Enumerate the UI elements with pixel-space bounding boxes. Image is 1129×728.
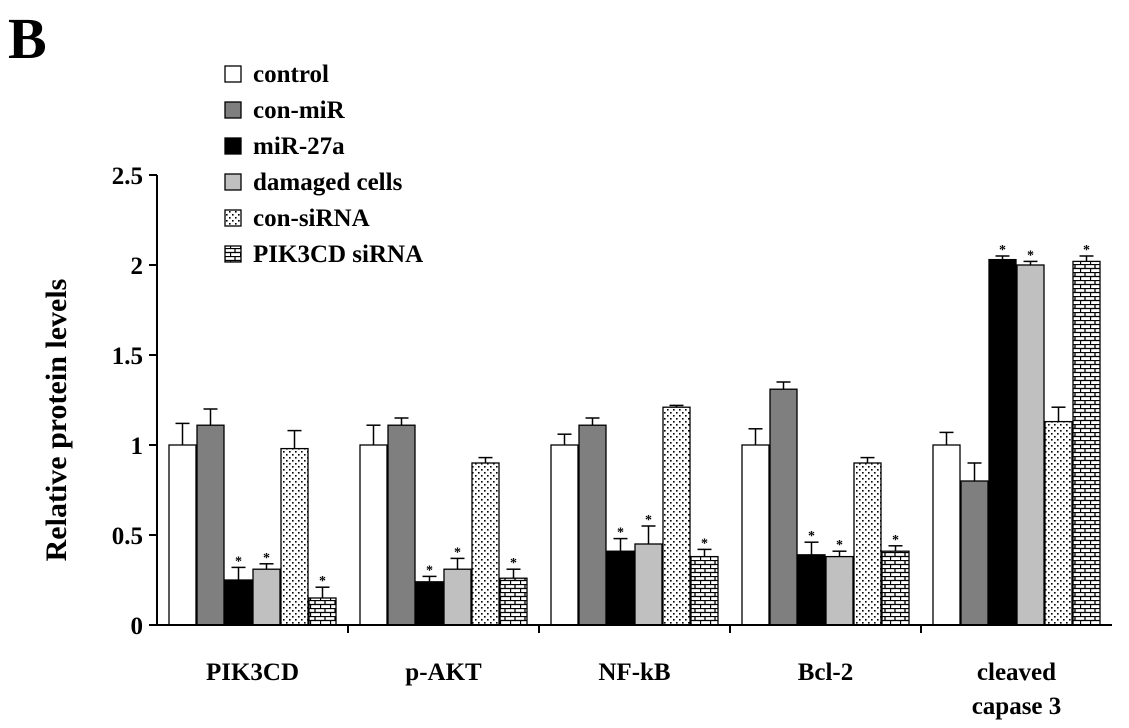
bar	[853, 462, 882, 626]
bar	[960, 480, 989, 626]
bar	[1072, 260, 1101, 626]
bar	[797, 554, 826, 626]
legend-label: con-miR	[253, 97, 346, 124]
bar	[932, 444, 961, 626]
y-tick-label: 2.5	[112, 163, 143, 190]
bar	[168, 444, 197, 626]
x-tick-label: p-AKT	[405, 659, 482, 686]
legend-swatch	[224, 101, 242, 119]
legend-label: miR-27a	[253, 133, 345, 160]
legend-label: control	[253, 61, 329, 88]
significance-marker: *	[1027, 248, 1034, 263]
legend-swatch	[224, 65, 242, 83]
bar	[634, 543, 663, 626]
bar	[280, 447, 309, 626]
bar	[196, 424, 225, 626]
significance-marker: *	[454, 545, 461, 560]
bar	[252, 568, 281, 626]
legend-label: damaged cells	[253, 169, 403, 196]
bar	[471, 462, 500, 626]
significance-marker: *	[1083, 243, 1090, 258]
y-tick-label: 1.5	[112, 343, 143, 370]
y-tick-label: 0	[131, 613, 144, 640]
significance-marker: *	[235, 554, 242, 569]
legend-label: PIK3CD siRNA	[253, 241, 423, 268]
bar	[606, 550, 635, 626]
x-tick-label: PIK3CD	[206, 659, 299, 686]
significance-marker: *	[892, 533, 899, 548]
bar	[499, 577, 528, 626]
legend-swatch	[224, 173, 242, 191]
bar	[988, 258, 1017, 626]
bar	[308, 597, 337, 626]
panel-label: B	[8, 6, 47, 71]
y-tick-label: 1	[131, 433, 144, 460]
significance-marker: *	[263, 551, 270, 566]
legend-swatch	[224, 137, 242, 155]
bar	[224, 579, 253, 626]
x-tick-label: cleaved capase 3	[972, 659, 1062, 720]
legend-label: con-siRNA	[253, 205, 370, 232]
significance-marker: *	[319, 574, 326, 589]
bar	[690, 555, 719, 626]
bar	[443, 568, 472, 626]
legend-swatch	[224, 209, 242, 227]
bar	[662, 406, 691, 626]
significance-marker: *	[836, 538, 843, 553]
significance-marker: *	[645, 513, 652, 528]
legend-swatch	[224, 245, 242, 263]
bar	[578, 424, 607, 626]
bar	[415, 581, 444, 626]
significance-marker: *	[426, 563, 433, 578]
y-tick-label: 2	[131, 253, 144, 280]
bar	[825, 555, 854, 626]
significance-marker: *	[701, 536, 708, 551]
bar	[741, 444, 770, 626]
bar	[1016, 264, 1045, 626]
bar	[881, 550, 910, 626]
significance-marker: *	[808, 529, 815, 544]
y-axis-label: Relative protein levels	[40, 279, 73, 562]
bar	[550, 444, 579, 626]
bar	[769, 388, 798, 626]
bar	[387, 424, 416, 626]
bar	[359, 444, 388, 626]
significance-marker: *	[999, 243, 1006, 258]
significance-marker: *	[510, 556, 517, 571]
x-tick-label: Bcl-2	[798, 659, 854, 686]
bar	[1044, 420, 1073, 626]
y-tick-label: 0.5	[112, 523, 143, 550]
significance-marker: *	[617, 526, 624, 541]
x-tick-label: NF-kB	[598, 659, 670, 686]
